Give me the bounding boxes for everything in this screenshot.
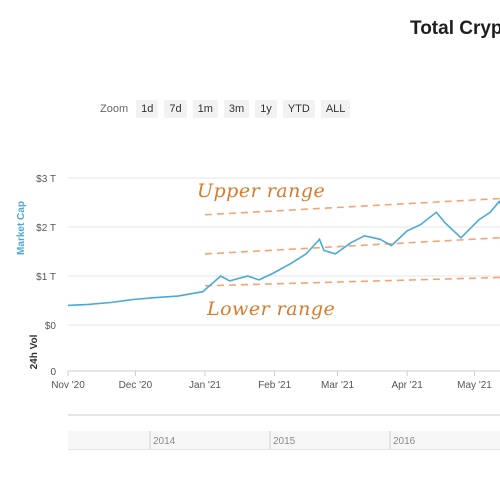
y-tick-label: $0 (45, 321, 57, 332)
range-lines (204, 197, 500, 287)
y-axis-ticks: $3 T $2 T $1 T $0 (36, 174, 56, 332)
range-line (204, 236, 500, 255)
chart-title: Total Cryp (410, 18, 500, 39)
y-tick-label: $3 T (36, 174, 56, 185)
y-axis-title: Market Cap (16, 201, 27, 255)
zoom-button-7d[interactable]: 7d (164, 100, 187, 118)
secondary-y-tick: 0 (50, 367, 56, 378)
zoom-button-3m[interactable]: 3m (223, 100, 250, 118)
zoom-button-all[interactable]: ALL (320, 100, 351, 118)
x-tick-label: Jan '21 (189, 380, 221, 391)
x-tick-label: Apr '21 (391, 380, 423, 391)
annotation-lower-range: Lower range (206, 298, 335, 320)
zoom-button-1d[interactable]: 1d (136, 100, 159, 118)
x-tick-label: Dec '20 (119, 380, 153, 391)
zoom-bar: Zoom 1d 7d 1m 3m 1y YTD ALL (100, 99, 356, 119)
secondary-y-axis-title: 24h Vol (29, 334, 40, 369)
navigator-year-2014: 2014 (153, 436, 176, 447)
y-tick-label: $1 T (36, 272, 56, 283)
x-tick-label: May '21 (457, 380, 492, 391)
x-tick-label: Feb '21 (258, 380, 291, 391)
x-axis-ticks: Nov '20 Dec '20 Jan '21 Feb '21 Mar '21 Apr '… (51, 371, 492, 391)
range-line (204, 276, 500, 287)
zoom-label: Zoom (100, 103, 129, 115)
annotation-upper-range: Upper range (197, 180, 325, 202)
navigator-year-2015: 2015 (273, 436, 296, 447)
grid-lines (68, 177, 500, 372)
navigator[interactable]: 2014 2015 2016 (68, 414, 500, 450)
x-tick-label: Mar '21 (321, 380, 354, 391)
navigator-year-2016: 2016 (393, 436, 416, 447)
x-tick-label: Nov '20 (51, 380, 85, 391)
zoom-button-1y[interactable]: 1y (255, 100, 277, 118)
market-cap-series-line (67, 200, 500, 307)
zoom-button-1m[interactable]: 1m (192, 100, 218, 118)
zoom-button-ytd[interactable]: YTD (282, 100, 315, 118)
range-line (204, 197, 500, 216)
y-tick-label: $2 T (36, 223, 56, 234)
